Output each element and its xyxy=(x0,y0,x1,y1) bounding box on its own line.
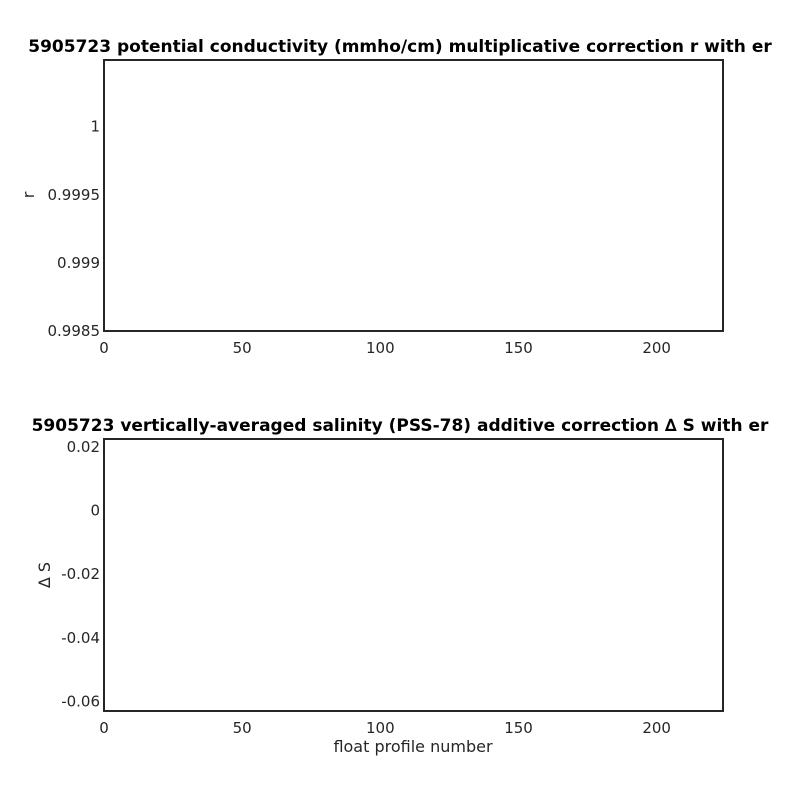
salinity-x-tick-label: 50 xyxy=(233,719,252,737)
conductivity-x-tick-label: 200 xyxy=(642,339,671,357)
salinity-y-axis-label: ∆ S xyxy=(35,562,54,589)
conductivity-x-tick-label: 150 xyxy=(504,339,533,357)
conductivity-y-axis-label: r xyxy=(19,191,38,198)
conductivity-correction-panel: 5905723 potential conductivity (mmho/cm)… xyxy=(19,37,772,357)
conductivity-x-tick-label: 0 xyxy=(99,339,109,357)
salinity-x-tick-label: 150 xyxy=(504,719,533,737)
x-axis-label: float profile number xyxy=(333,737,493,756)
salinity-y-ticks: -0.06 -0.04 -0.02 0 0.02 xyxy=(61,438,723,710)
salinity-x-tick-label: 0 xyxy=(99,719,109,737)
conductivity-y-tick-label: 0.9985 xyxy=(48,322,101,340)
salinity-x-ticks: 0 50 100 150 200 xyxy=(99,439,671,737)
salinity-correction-panel: 5905723 vertically-averaged salinity (PS… xyxy=(32,416,769,756)
conductivity-y-tick-label: 1 xyxy=(90,118,100,136)
salinity-y-tick-label: -0.02 xyxy=(61,565,100,583)
salinity-plot-title: 5905723 vertically-averaged salinity (PS… xyxy=(32,416,769,436)
conductivity-x-ticks: 0 50 100 150 200 xyxy=(99,60,671,357)
conductivity-y-ticks: 0.9985 0.999 0.9995 1 xyxy=(48,118,723,340)
conductivity-x-tick-label: 100 xyxy=(366,339,395,357)
salinity-x-tick-label: 100 xyxy=(366,719,395,737)
conductivity-y-tick-label: 0.9995 xyxy=(48,186,101,204)
salinity-y-tick-label: 0.02 xyxy=(67,438,100,456)
conductivity-y-tick-label: 0.999 xyxy=(57,254,100,272)
salinity-axes-border xyxy=(103,438,724,712)
conductivity-plot-title: 5905723 potential conductivity (mmho/cm)… xyxy=(28,37,772,57)
salinity-y-tick-label: -0.04 xyxy=(61,629,100,647)
salinity-x-tick-label: 200 xyxy=(642,719,671,737)
conductivity-x-tick-label: 50 xyxy=(233,339,252,357)
salinity-y-tick-label: -0.06 xyxy=(61,692,100,710)
conductivity-axes-border xyxy=(103,59,724,332)
salinity-y-tick-label: 0 xyxy=(90,502,100,520)
